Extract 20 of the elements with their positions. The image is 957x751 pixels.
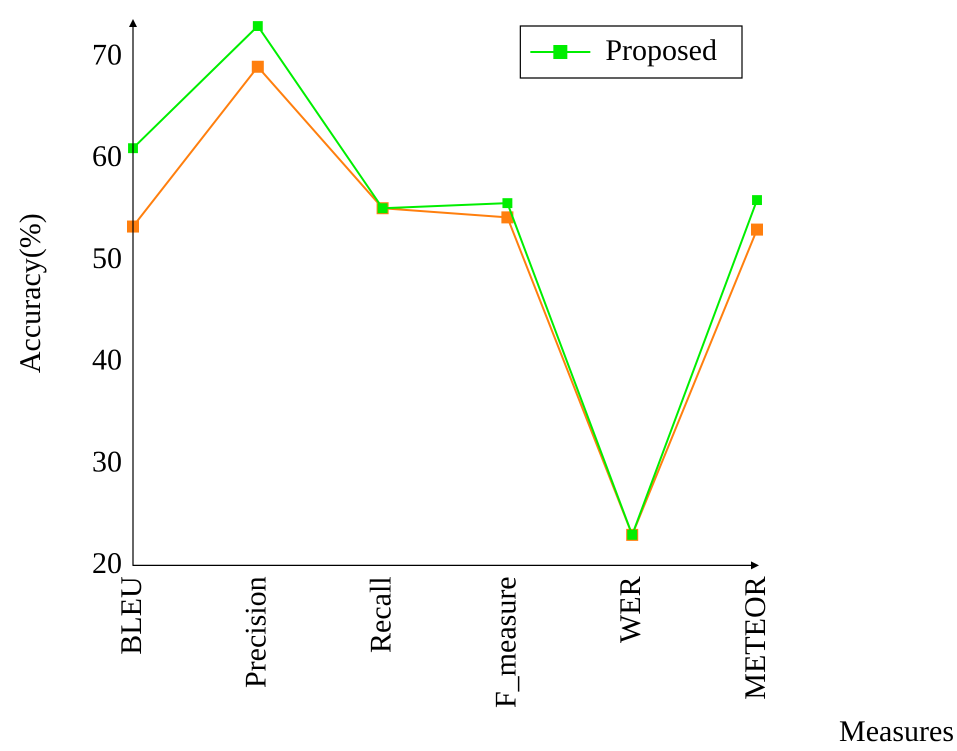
legend-label: Proposed bbox=[605, 34, 718, 67]
x-axis-title: Measures bbox=[839, 714, 954, 748]
y-axis-title: Accuracy(%) bbox=[14, 213, 47, 374]
point bbox=[126, 220, 140, 233]
x-tick-label: Precision bbox=[240, 576, 273, 688]
x-tick-label: WER bbox=[614, 576, 648, 644]
y-tick-label: 40 bbox=[92, 344, 122, 377]
x-tick-label: Recall bbox=[364, 576, 398, 654]
point bbox=[252, 60, 264, 73]
point bbox=[502, 198, 512, 208]
point bbox=[128, 143, 138, 154]
point bbox=[750, 224, 764, 236]
x-tick-label: F_measure bbox=[489, 576, 522, 708]
point bbox=[752, 195, 762, 206]
point bbox=[252, 21, 263, 32]
y-tick-label: 70 bbox=[92, 38, 122, 72]
x-tick-label: METEOR bbox=[738, 576, 772, 700]
y-tick-label: 30 bbox=[92, 445, 122, 478]
y-tick-label: 50 bbox=[92, 242, 122, 275]
y-tick-label: 60 bbox=[92, 140, 122, 174]
